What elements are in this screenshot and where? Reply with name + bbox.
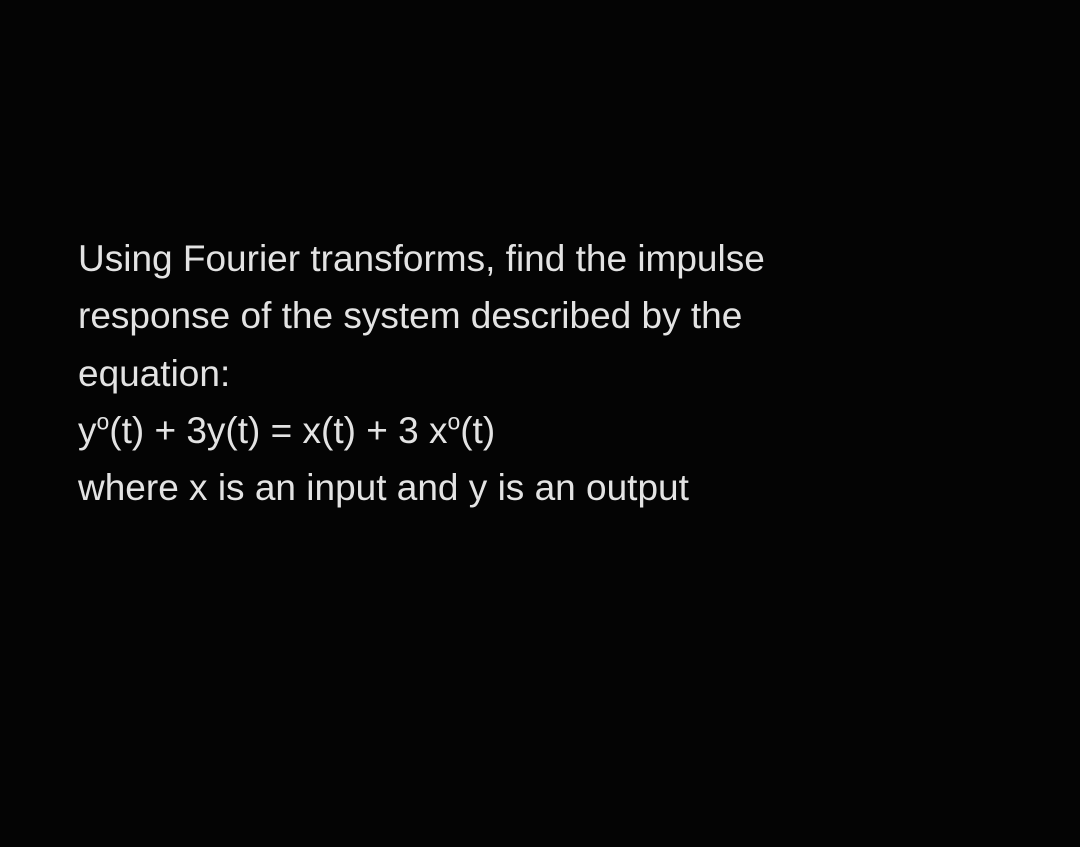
equation-line: yo(t) + 3y(t) = x(t) + 3 xo(t) <box>78 402 1008 459</box>
eq-y: y <box>78 410 97 451</box>
text-line-1: Using Fourier transforms, find the impul… <box>78 230 1008 287</box>
problem-text: Using Fourier transforms, find the impul… <box>78 230 1008 517</box>
eq-sup-1: o <box>97 409 110 435</box>
eq-part-1: (t) + 3y(t) = x(t) + 3 x <box>109 410 447 451</box>
eq-part-2: (t) <box>460 410 495 451</box>
eq-sup-2: o <box>447 409 460 435</box>
text-line-5: where x is an input and y is an output <box>78 459 1008 516</box>
text-line-3: equation: <box>78 345 1008 402</box>
text-line-2: response of the system described by the <box>78 287 1008 344</box>
